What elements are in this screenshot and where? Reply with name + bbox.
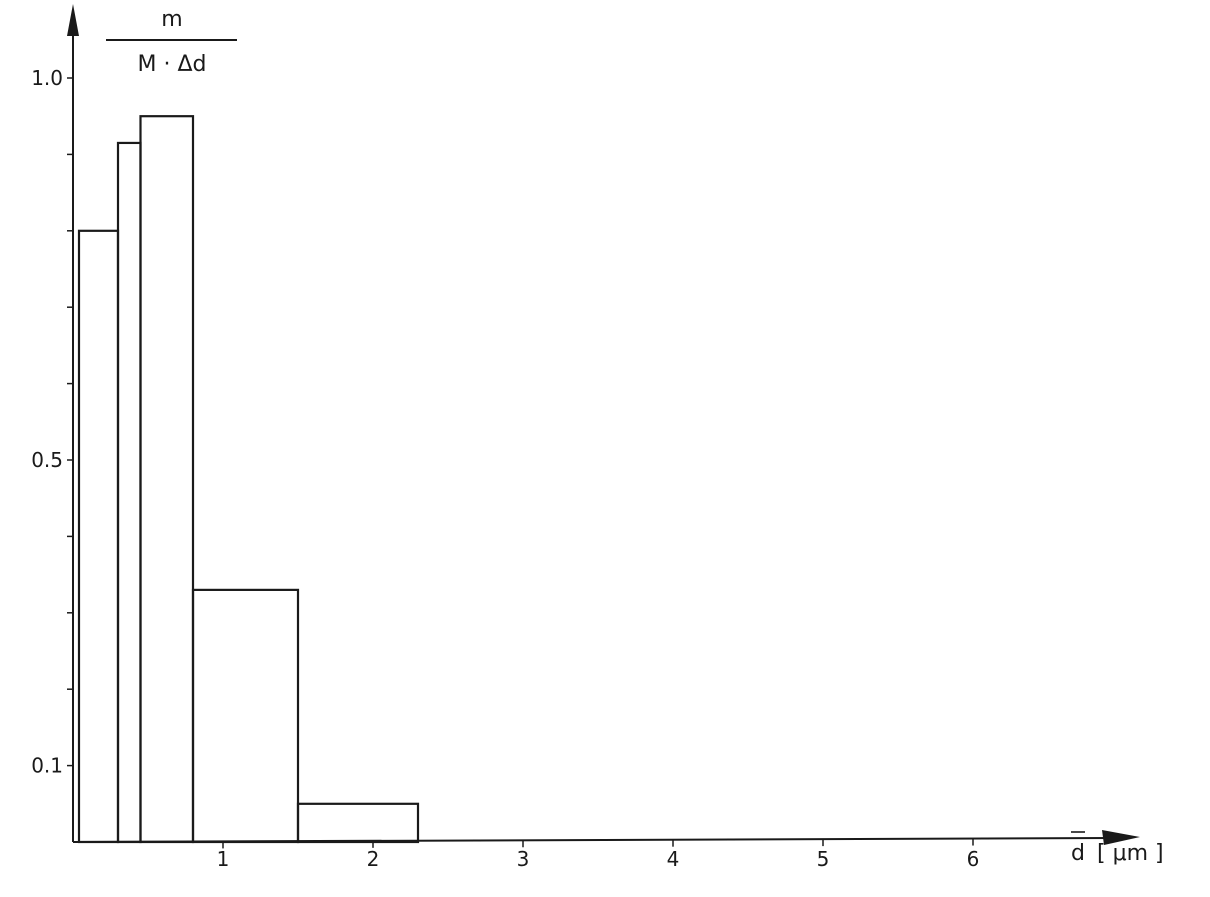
- y-ticks: 0.1 0.5 1.0: [31, 66, 73, 778]
- y-tick-label-0: 0.1: [31, 754, 63, 778]
- x-label-symbol: d: [1071, 841, 1085, 866]
- x-ticks: 1 2 3 4 5 6: [217, 838, 980, 871]
- x-axis-arrow: [1102, 830, 1140, 845]
- x-tick-label-4: 5: [817, 847, 830, 871]
- y-label-numerator: m: [161, 7, 182, 32]
- bar-4: [296, 802, 420, 844]
- y-axis-label: m M · Δd: [106, 7, 237, 77]
- bar-1: [116, 141, 142, 844]
- x-tick-label-0: 1: [217, 847, 230, 871]
- x-label-unit: [ μm ]: [1097, 841, 1164, 866]
- bar-0: [77, 229, 120, 844]
- axes: [67, 4, 1140, 845]
- bars: [77, 115, 420, 844]
- x-tick-label-2: 3: [517, 847, 530, 871]
- bar-2: [139, 115, 195, 844]
- x-tick-label-3: 4: [667, 847, 680, 871]
- y-label-denominator: M · Δd: [138, 52, 207, 77]
- y-tick-label-9: 1.0: [31, 66, 63, 90]
- bar-3: [191, 588, 300, 844]
- x-tick-label-5: 6: [967, 847, 980, 871]
- x-axis-label: d [ μm ]: [1071, 831, 1164, 866]
- y-axis-arrow: [67, 4, 79, 36]
- x-tick-label-1: 2: [367, 847, 380, 871]
- y-tick-label-4: 0.5: [31, 448, 63, 472]
